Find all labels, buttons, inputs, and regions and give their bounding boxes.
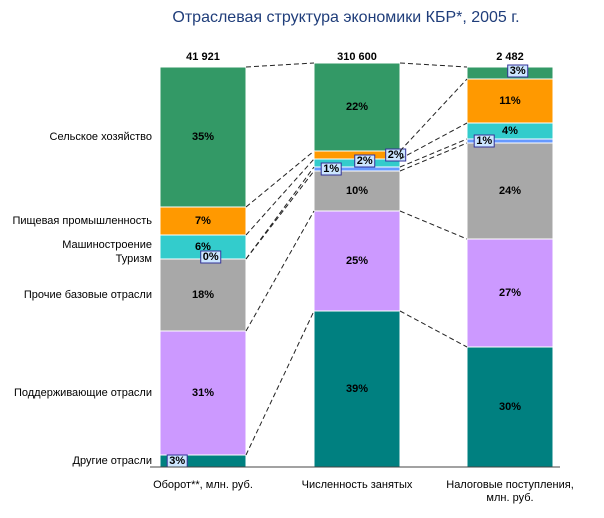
value-label: 3% <box>510 65 526 77</box>
value-label: 25% <box>346 255 368 267</box>
value-label: 35% <box>192 131 214 143</box>
value-label-box <box>354 154 376 168</box>
value-label: 0% <box>203 251 219 263</box>
legend-label: Другие отрасли <box>73 455 153 467</box>
value-label: 27% <box>499 287 521 299</box>
value-label: 18% <box>192 289 214 301</box>
connector <box>245 166 315 260</box>
connector <box>399 210 468 240</box>
connector <box>399 142 468 172</box>
value-label: 4% <box>502 125 518 137</box>
value-label: 11% <box>499 95 521 107</box>
x-tick-label: Численность занятых <box>302 479 413 491</box>
legend-label: Туризм <box>116 253 152 265</box>
value-label-box <box>200 250 222 264</box>
connector <box>245 210 315 332</box>
bar-segment <box>466 238 554 348</box>
value-label: 22% <box>346 101 368 113</box>
chart-title: Отраслевая структура экономики КБР*, 200… <box>172 9 519 26</box>
value-label-box <box>507 64 529 78</box>
total-label: 310 600 <box>337 51 377 63</box>
bar-segment <box>466 78 554 124</box>
connector <box>399 122 468 160</box>
legend-label: Пищевая промышленность <box>12 215 152 227</box>
connector <box>245 62 315 68</box>
legend-label: Сельское хозяйство <box>50 131 152 143</box>
connector <box>245 150 315 208</box>
connector <box>399 78 468 152</box>
connector <box>399 310 468 348</box>
value-label-box <box>320 162 342 176</box>
value-label: 31% <box>192 387 214 399</box>
value-label: 10% <box>346 185 368 197</box>
bar-segment <box>159 66 247 208</box>
total-label: 2 482 <box>496 51 524 63</box>
legend-label: Машиностроение <box>62 239 152 251</box>
value-label: 2% <box>357 155 373 167</box>
bar-segment <box>159 330 247 456</box>
legend-label: Поддерживающие отрасли <box>14 387 152 399</box>
bar-segment <box>466 346 554 468</box>
value-label: 2% <box>388 149 404 161</box>
value-label-box <box>473 134 495 148</box>
connector <box>245 310 315 456</box>
bar-segment <box>466 142 554 240</box>
value-label: 1% <box>476 135 492 147</box>
legend-label: Прочие базовые отрасли <box>24 289 152 301</box>
x-tick-label: Налоговые поступления, млн. руб. <box>446 479 574 504</box>
bar-segment <box>313 210 401 312</box>
value-label: 30% <box>499 401 521 413</box>
connector <box>399 138 468 168</box>
value-label: 39% <box>346 383 368 395</box>
connector <box>399 62 468 68</box>
value-label: 24% <box>499 185 521 197</box>
value-label: 3% <box>169 455 185 467</box>
value-label: 6% <box>195 241 211 253</box>
total-label: 41 921 <box>186 51 220 63</box>
x-tick-label: Оборот**, млн. руб. <box>153 479 253 491</box>
value-label: 7% <box>195 215 211 227</box>
value-label: 1% <box>323 163 339 175</box>
connector <box>245 158 315 236</box>
value-label-box <box>385 148 407 162</box>
bar-segment <box>313 62 401 152</box>
